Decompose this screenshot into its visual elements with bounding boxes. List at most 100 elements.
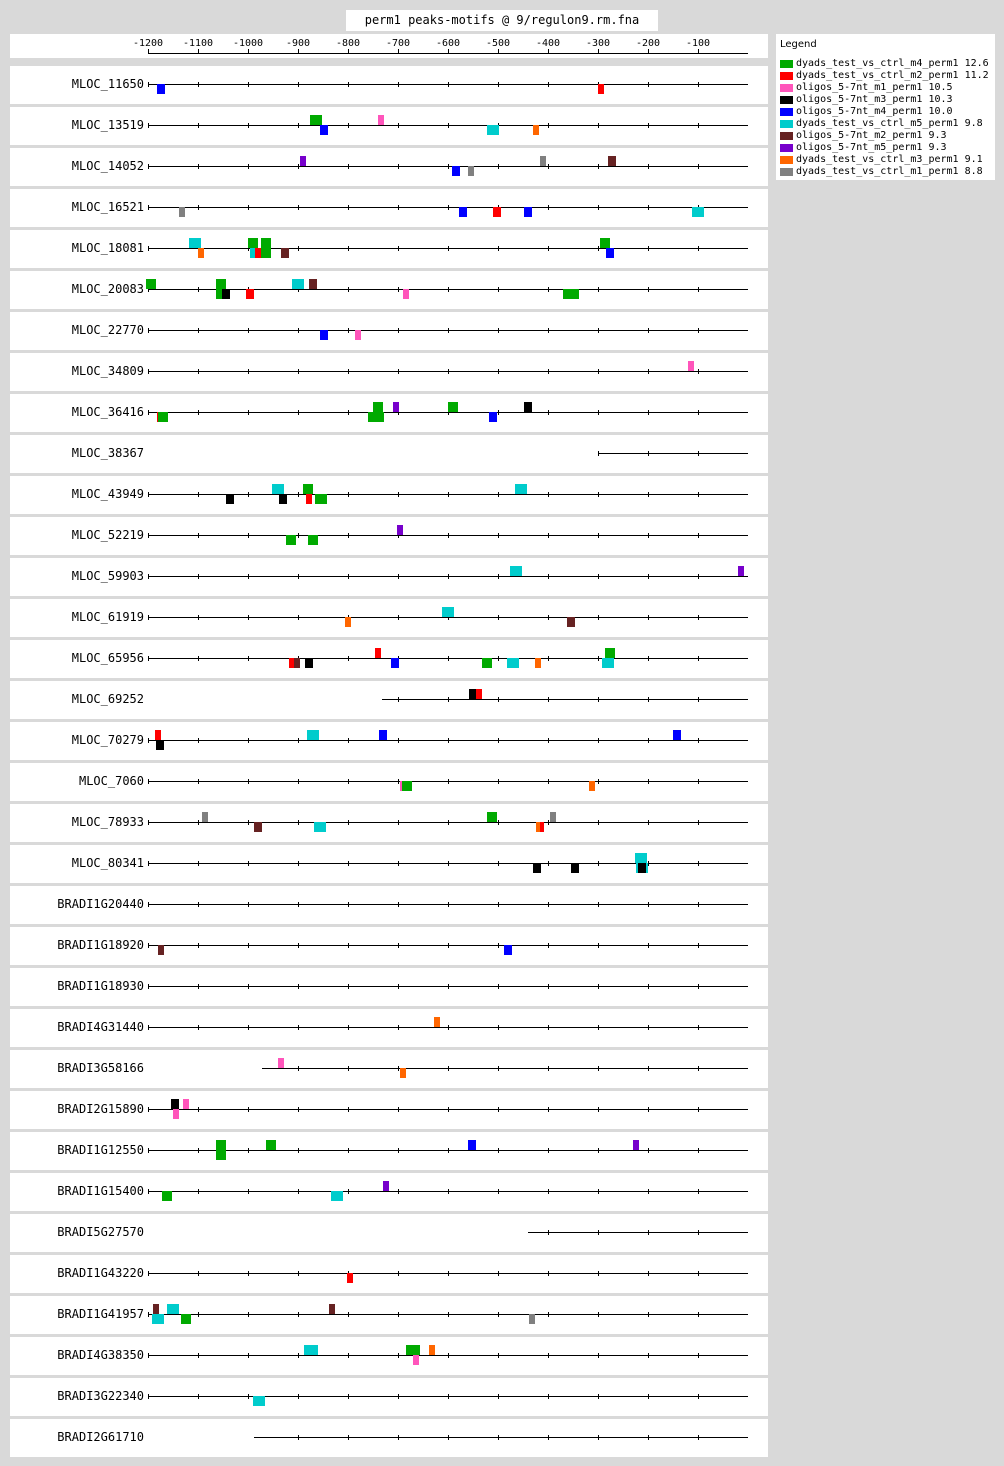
- motif-site[interactable]: [303, 1345, 318, 1355]
- motif-site[interactable]: [412, 1355, 419, 1365]
- motif-site[interactable]: [571, 863, 579, 873]
- motif-site[interactable]: [260, 248, 271, 258]
- motif-site[interactable]: [170, 1099, 179, 1109]
- motif-site[interactable]: [309, 279, 317, 289]
- motif-site[interactable]: [272, 484, 284, 494]
- motif-site[interactable]: [634, 853, 647, 863]
- motif-site[interactable]: [260, 238, 271, 248]
- motif-site[interactable]: [158, 412, 168, 422]
- motif-site[interactable]: [255, 248, 261, 258]
- motif-site[interactable]: [532, 125, 539, 135]
- motif-site[interactable]: [182, 1099, 189, 1109]
- motif-site[interactable]: [599, 238, 610, 248]
- motif-site[interactable]: [225, 494, 234, 504]
- motif-site[interactable]: [172, 1109, 179, 1119]
- motif-site[interactable]: [448, 402, 458, 412]
- motif-site[interactable]: [280, 248, 289, 258]
- motif-site[interactable]: [550, 812, 556, 822]
- motif-site[interactable]: [524, 207, 532, 217]
- motif-site[interactable]: [215, 289, 226, 299]
- motif-site[interactable]: [189, 238, 201, 248]
- motif-site[interactable]: [434, 1017, 440, 1027]
- motif-site[interactable]: [145, 279, 156, 289]
- motif-site[interactable]: [292, 279, 304, 289]
- motif-site[interactable]: [215, 279, 226, 289]
- motif-site[interactable]: [308, 535, 318, 545]
- motif-site[interactable]: [528, 1314, 535, 1324]
- motif-site[interactable]: [377, 115, 384, 125]
- motif-site[interactable]: [162, 1191, 172, 1201]
- motif-site[interactable]: [367, 412, 384, 422]
- motif-site[interactable]: [442, 607, 454, 617]
- motif-site[interactable]: [562, 289, 579, 299]
- motif-site[interactable]: [608, 156, 616, 166]
- motif-site[interactable]: [489, 412, 497, 422]
- motif-site[interactable]: [396, 525, 403, 535]
- motif-site[interactable]: [533, 863, 541, 873]
- motif-site[interactable]: [152, 1304, 159, 1314]
- motif-site[interactable]: [606, 248, 614, 258]
- motif-site[interactable]: [305, 658, 313, 668]
- motif-site[interactable]: [476, 689, 482, 699]
- motif-site[interactable]: [320, 330, 328, 340]
- motif-site[interactable]: [375, 648, 381, 658]
- motif-site[interactable]: [179, 207, 185, 217]
- motif-site[interactable]: [289, 658, 295, 668]
- motif-site[interactable]: [487, 125, 499, 135]
- motif-site[interactable]: [687, 361, 694, 371]
- motif-site[interactable]: [467, 166, 474, 176]
- motif-site[interactable]: [253, 1396, 265, 1406]
- motif-site[interactable]: [248, 238, 258, 248]
- motif-site[interactable]: [390, 658, 399, 668]
- motif-site[interactable]: [285, 535, 296, 545]
- motif-site[interactable]: [303, 484, 313, 494]
- motif-site[interactable]: [692, 207, 704, 217]
- motif-site[interactable]: [535, 658, 541, 668]
- motif-site[interactable]: [504, 945, 512, 955]
- motif-site[interactable]: [180, 1314, 191, 1324]
- motif-site[interactable]: [392, 402, 399, 412]
- motif-site[interactable]: [314, 494, 327, 504]
- motif-site[interactable]: [345, 617, 351, 627]
- motif-site[interactable]: [355, 330, 361, 340]
- motif-site[interactable]: [589, 781, 595, 791]
- motif-site[interactable]: [604, 648, 615, 658]
- motif-site[interactable]: [738, 566, 744, 576]
- motif-site[interactable]: [507, 658, 519, 668]
- motif-site[interactable]: [314, 822, 326, 832]
- motif-site[interactable]: [152, 1314, 164, 1324]
- motif-site[interactable]: [254, 822, 262, 832]
- motif-site[interactable]: [382, 1181, 389, 1191]
- motif-site[interactable]: [320, 125, 328, 135]
- motif-site[interactable]: [633, 1140, 639, 1150]
- motif-site[interactable]: [265, 1140, 276, 1150]
- motif-site[interactable]: [524, 402, 532, 412]
- motif-site[interactable]: [402, 289, 409, 299]
- motif-site[interactable]: [197, 248, 204, 258]
- motif-site[interactable]: [566, 617, 575, 627]
- motif-site[interactable]: [306, 494, 312, 504]
- motif-site[interactable]: [307, 730, 319, 740]
- motif-site[interactable]: [514, 484, 527, 494]
- motif-site[interactable]: [429, 1345, 435, 1355]
- motif-site[interactable]: [155, 730, 161, 740]
- motif-site[interactable]: [347, 1273, 353, 1283]
- motif-site[interactable]: [156, 84, 165, 94]
- motif-site[interactable]: [300, 156, 306, 166]
- motif-site[interactable]: [245, 289, 254, 299]
- motif-site[interactable]: [215, 1150, 226, 1160]
- motif-site[interactable]: [597, 84, 604, 94]
- motif-site[interactable]: [167, 1304, 179, 1314]
- motif-site[interactable]: [157, 945, 164, 955]
- motif-site[interactable]: [331, 1191, 343, 1201]
- motif-site[interactable]: [638, 863, 646, 873]
- motif-site[interactable]: [277, 1058, 284, 1068]
- motif-site[interactable]: [406, 1345, 420, 1355]
- motif-site[interactable]: [201, 812, 208, 822]
- motif-site[interactable]: [402, 781, 412, 791]
- motif-site[interactable]: [602, 658, 614, 668]
- motif-site[interactable]: [509, 566, 522, 576]
- motif-site[interactable]: [482, 658, 492, 668]
- motif-site[interactable]: [215, 1140, 226, 1150]
- motif-site[interactable]: [459, 207, 467, 217]
